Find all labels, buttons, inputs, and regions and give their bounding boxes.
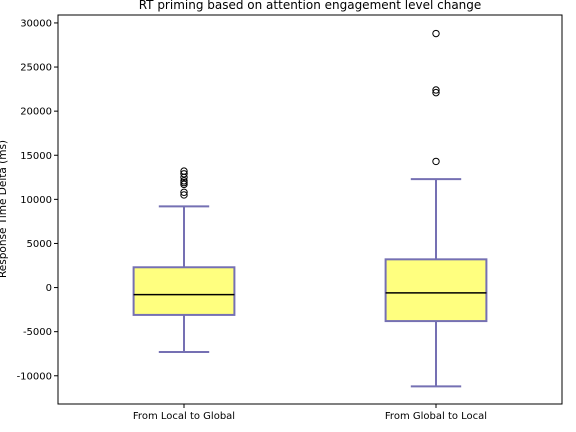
y-tick-label: 30000 [20,18,52,29]
box-2 [384,29,488,388]
outlier-point [180,177,188,185]
boxes-group [132,29,488,388]
chart-title: RT priming based on attention engagement… [139,0,482,12]
y-tick-label: 25000 [20,63,52,74]
outlier-point [180,188,188,196]
outlier-point [180,191,188,199]
outlier-point [432,157,440,166]
x-tick-label: From Global to Local [385,411,487,422]
y-axis-label: Response Time Delta (ms) [0,140,9,278]
box-iqr [132,266,236,316]
y-axis: -10000 -5000 0 5000 10000 15000 20000 25000 3000… [17,18,58,382]
outlier-point [432,86,440,94]
x-tick-label: From Local to Global [133,411,235,422]
plot-frame [57,14,563,405]
y-tick-label: -10000 [17,371,52,382]
x-axis: From Local to Global From Global to Local [133,404,487,422]
outlier-point [180,167,188,175]
y-tick-label: 0 [46,283,52,294]
y-tick-label: 20000 [20,107,52,118]
y-tick-label: -5000 [23,327,52,338]
box-iqr [384,258,488,323]
y-tick-label: 5000 [27,239,52,250]
box-1 [132,167,236,353]
y-tick-label: 15000 [20,151,52,162]
outlier-point [432,29,440,38]
y-tick-label: 10000 [20,195,52,206]
outlier-point [180,170,188,178]
outlier-point [432,88,440,97]
